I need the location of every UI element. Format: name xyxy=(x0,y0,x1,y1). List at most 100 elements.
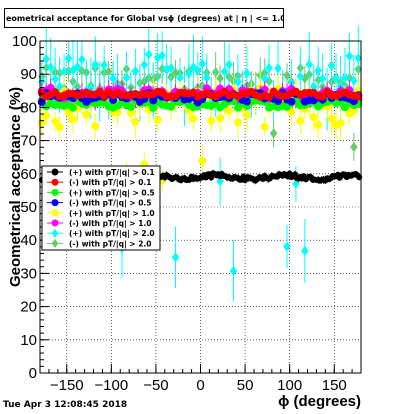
x-tick-label: 150 xyxy=(322,377,347,394)
data-point xyxy=(42,54,50,65)
data-point xyxy=(131,66,140,77)
datestamp: Tue Apr 3 12:08:45 2018 xyxy=(3,400,128,410)
data-point xyxy=(131,117,140,126)
legend-box xyxy=(41,165,161,251)
y-tick-label: 10 xyxy=(20,332,37,349)
data-point xyxy=(234,76,242,87)
legend-entry-7: (-) with pT/|q| > 2.0 xyxy=(69,239,151,249)
data-point xyxy=(104,66,113,77)
data-point xyxy=(126,102,135,111)
data-point xyxy=(51,117,60,126)
legend-marker xyxy=(51,199,59,207)
data-point xyxy=(171,252,180,263)
legend-entry-5: (-) with pT/|q| > 1.0 xyxy=(69,219,151,229)
legend-marker xyxy=(51,219,59,227)
legend-marker xyxy=(51,209,59,217)
data-point xyxy=(336,119,345,128)
data-point xyxy=(91,59,100,70)
data-point xyxy=(269,128,278,139)
x-tick-label: 0 xyxy=(196,377,204,394)
data-point xyxy=(51,74,59,85)
data-point xyxy=(350,75,358,86)
data-point xyxy=(171,67,180,78)
data-point xyxy=(149,96,158,105)
data-point xyxy=(64,53,73,64)
data-point xyxy=(140,59,149,70)
data-point xyxy=(283,241,291,252)
data-point xyxy=(122,72,131,83)
y-tick-label: 80 xyxy=(20,99,37,116)
y-tick-label: 70 xyxy=(20,133,37,150)
axes: −150 −100 −50 0 50 100 150 0 10 20 30 40 50 60 70 80 90 1… xyxy=(12,33,362,394)
y-tick-label: 50 xyxy=(20,199,37,216)
data-point xyxy=(341,73,349,84)
data-point xyxy=(153,115,162,124)
x-tick-label: −100 xyxy=(94,377,128,394)
data-point xyxy=(60,66,68,77)
data-point xyxy=(68,115,77,124)
data-point xyxy=(242,97,251,106)
y-axis-label: Geometrical acceptance (%) xyxy=(7,87,24,287)
legend-entry-1: (-) with pT/|q| > 0.1 xyxy=(69,178,151,188)
data-point xyxy=(78,54,86,65)
y-tick-label: 30 xyxy=(20,265,37,282)
data-point xyxy=(55,123,64,132)
data-point xyxy=(73,61,82,72)
legend-entry-6: (+) with pT/|q| > 2.0 xyxy=(69,229,155,239)
data-point xyxy=(145,49,153,60)
data-point xyxy=(296,116,305,125)
x-tick-label: 50 xyxy=(237,377,254,394)
data-point xyxy=(185,68,193,79)
data-point xyxy=(283,70,291,81)
data-point xyxy=(100,60,108,71)
data-point xyxy=(305,59,314,70)
data-point xyxy=(318,73,327,84)
data-point xyxy=(243,68,251,79)
series-1 xyxy=(37,87,363,101)
y-tick-label: 100 xyxy=(12,33,37,50)
chart-title: eometrical acceptance for Global vsϕ (de… xyxy=(4,8,284,28)
data-point xyxy=(327,60,336,71)
data-point xyxy=(109,73,117,84)
legend-marker xyxy=(51,168,59,176)
x-tick-label: 100 xyxy=(277,377,302,394)
legend-marker xyxy=(51,238,59,248)
data-point xyxy=(42,111,51,120)
data-point xyxy=(189,114,198,123)
data-point xyxy=(274,63,282,74)
legend-marker xyxy=(51,228,59,238)
x-tick-label: −50 xyxy=(143,377,168,394)
data-point xyxy=(37,118,46,127)
legend-marker xyxy=(51,188,59,196)
data-point xyxy=(216,73,224,84)
data-point xyxy=(309,113,318,122)
data-point xyxy=(354,53,363,64)
data-point xyxy=(260,122,269,131)
data-point xyxy=(225,59,233,70)
y-tick-label: 0 xyxy=(29,365,37,382)
x-tick-label: −150 xyxy=(50,377,84,394)
data-point xyxy=(242,111,251,120)
y-tick-label: 90 xyxy=(20,66,37,83)
legend-entry-3: (-) with pT/|q| > 0.5 xyxy=(69,199,151,209)
data-point xyxy=(126,109,135,118)
legend-entry-4: (+) with pT/|q| > 1.0 xyxy=(69,209,155,219)
data-point xyxy=(207,117,216,126)
data-point xyxy=(216,176,224,187)
data-point xyxy=(82,110,91,119)
data-point xyxy=(314,65,322,76)
data-point xyxy=(176,72,184,83)
data-point xyxy=(162,63,171,74)
data-point xyxy=(265,63,273,74)
data-point xyxy=(158,50,166,61)
data-point xyxy=(350,142,358,153)
y-tick-label: 40 xyxy=(20,232,37,249)
data-point xyxy=(229,265,238,276)
data-point xyxy=(287,97,296,106)
data-point xyxy=(314,120,323,129)
data-point xyxy=(202,72,211,83)
data-point xyxy=(327,114,336,123)
data-point xyxy=(225,106,234,115)
data-point xyxy=(332,73,340,84)
